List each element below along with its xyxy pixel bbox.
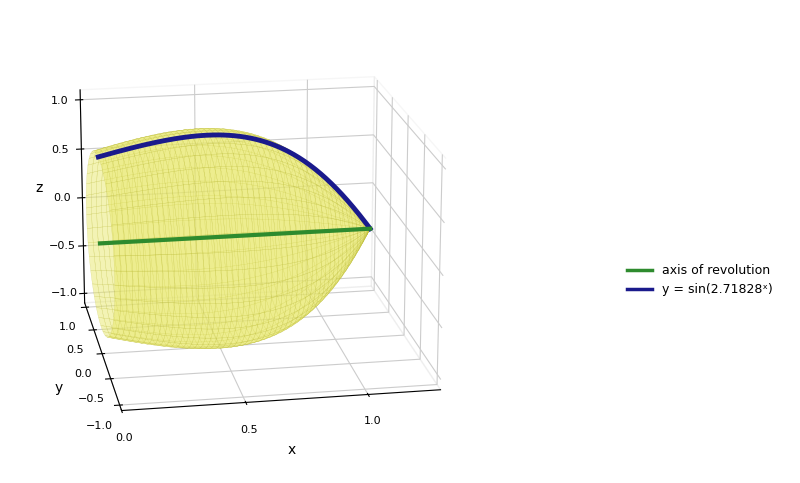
Y-axis label: y: y: [54, 381, 62, 395]
X-axis label: x: x: [287, 443, 295, 457]
Legend: axis of revolution, y = sin(2.71828ˣ): axis of revolution, y = sin(2.71828ˣ): [622, 259, 778, 301]
